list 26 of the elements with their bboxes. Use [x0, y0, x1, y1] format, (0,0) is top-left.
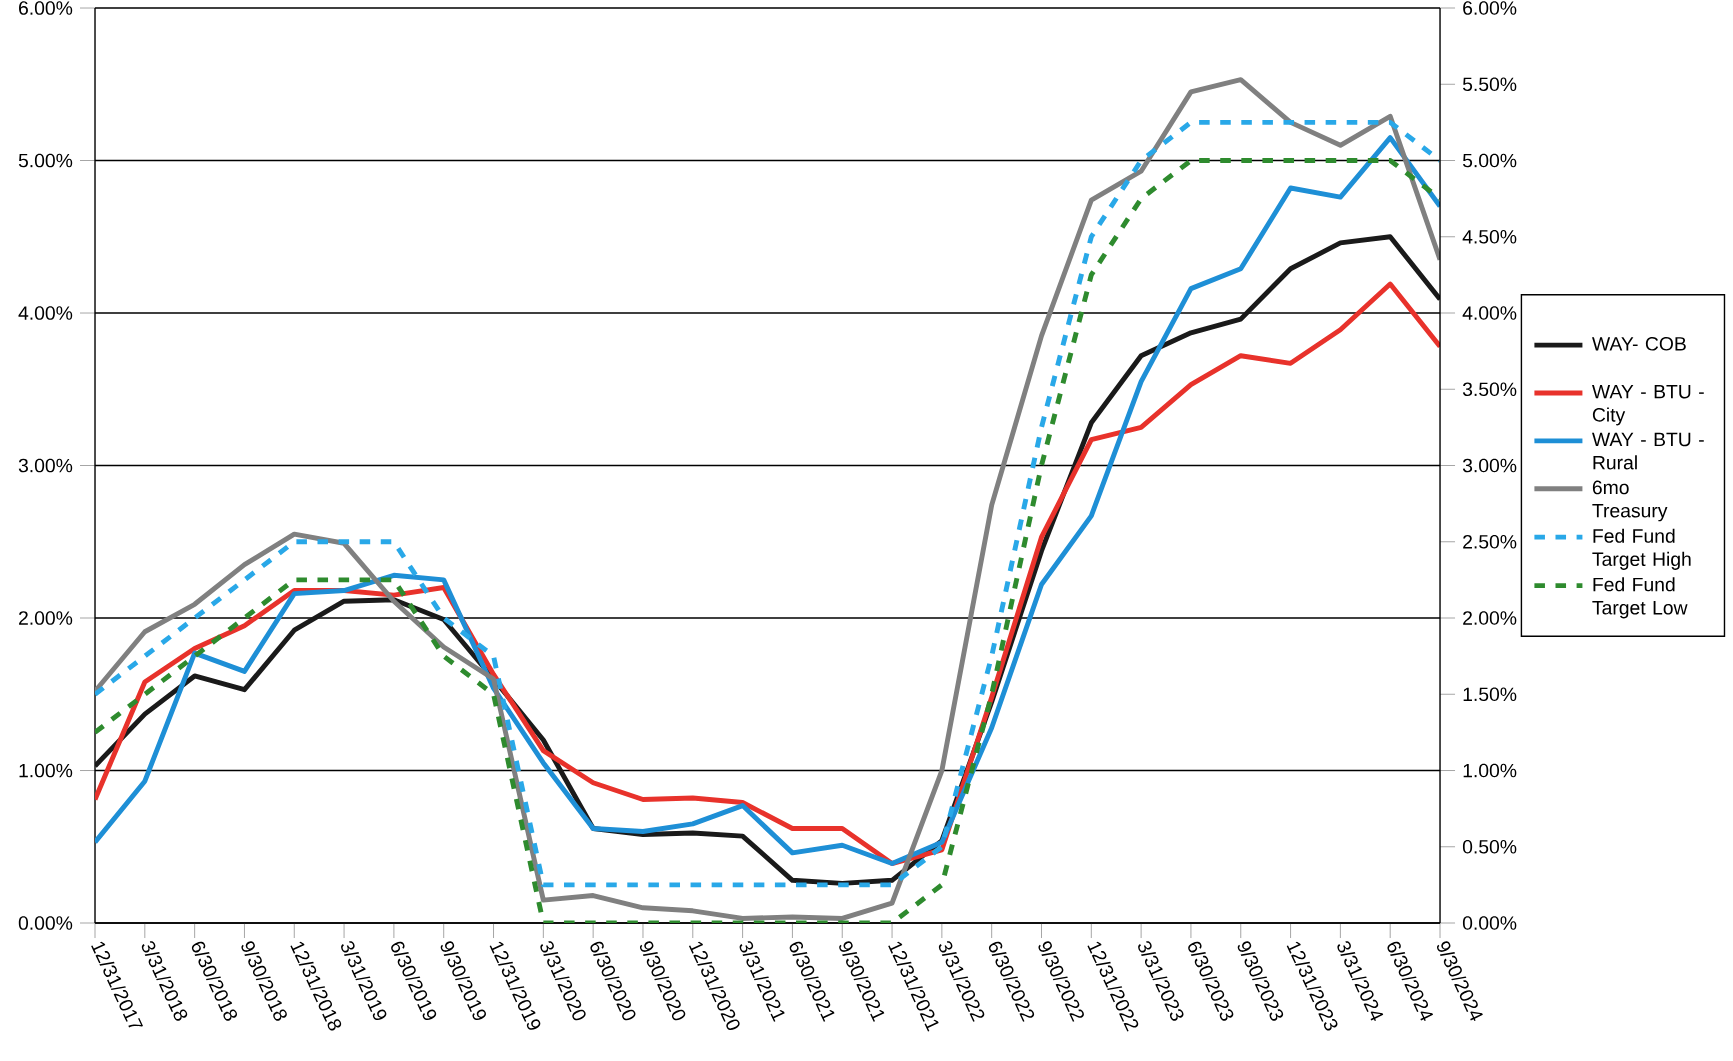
y2-tick-label: 1.00%	[1463, 763, 1517, 778]
legend-label: WAY- COB	[1592, 336, 1686, 351]
y-tick-label: 1.00%	[19, 763, 73, 778]
y2-tick-label: 4.50%	[1462, 229, 1517, 244]
y-tick-label: 0.00%	[18, 916, 73, 930]
y2-tick-label: 2.00%	[1463, 611, 1517, 625]
y2-tick-label: 5.00%	[1462, 153, 1517, 168]
y2-tick-label: 4.00%	[1462, 306, 1517, 320]
y2-tick-label: 3.50%	[1462, 382, 1517, 397]
y2-tick-label: 6.00%	[1463, 1, 1517, 15]
y-tick-label: 3.00%	[18, 458, 73, 473]
legend-label: WAY - BTU - City	[1592, 384, 1704, 426]
y-tick-label: 6.00%	[19, 1, 73, 15]
y2-tick-label: 0.50%	[1462, 839, 1517, 854]
y2-tick-label: 5.50%	[1462, 77, 1517, 92]
legend-label: Fed Fund Target Low	[1592, 577, 1688, 619]
y2-tick-label: 0.00%	[1462, 916, 1517, 930]
y-tick-label: 5.00%	[18, 153, 73, 168]
y2-tick-label: 1.50%	[1463, 687, 1517, 702]
legend-label: WAY - BTU - Rural	[1592, 432, 1704, 470]
y2-tick-label: 2.50%	[1463, 534, 1517, 549]
y2-tick-label: 3.00%	[1462, 458, 1517, 473]
y-tick-label: 4.00%	[18, 306, 73, 320]
legend-label: 6mo Treasury	[1592, 480, 1668, 522]
legend-label: Fed Fund Target High	[1592, 528, 1691, 570]
y-tick-label: 2.00%	[19, 611, 73, 625]
